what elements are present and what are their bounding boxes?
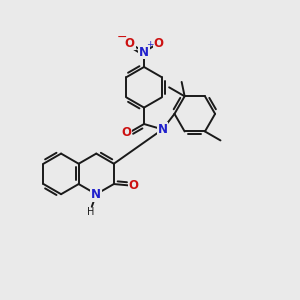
- Text: H: H: [88, 207, 95, 217]
- Text: N: N: [91, 188, 101, 201]
- Text: +: +: [146, 40, 153, 49]
- Text: −: −: [116, 31, 127, 44]
- Text: O: O: [125, 37, 135, 50]
- Text: O: O: [129, 179, 139, 192]
- Text: N: N: [139, 46, 149, 59]
- Text: O: O: [122, 127, 131, 140]
- Text: O: O: [153, 37, 164, 50]
- Text: N: N: [158, 123, 167, 136]
